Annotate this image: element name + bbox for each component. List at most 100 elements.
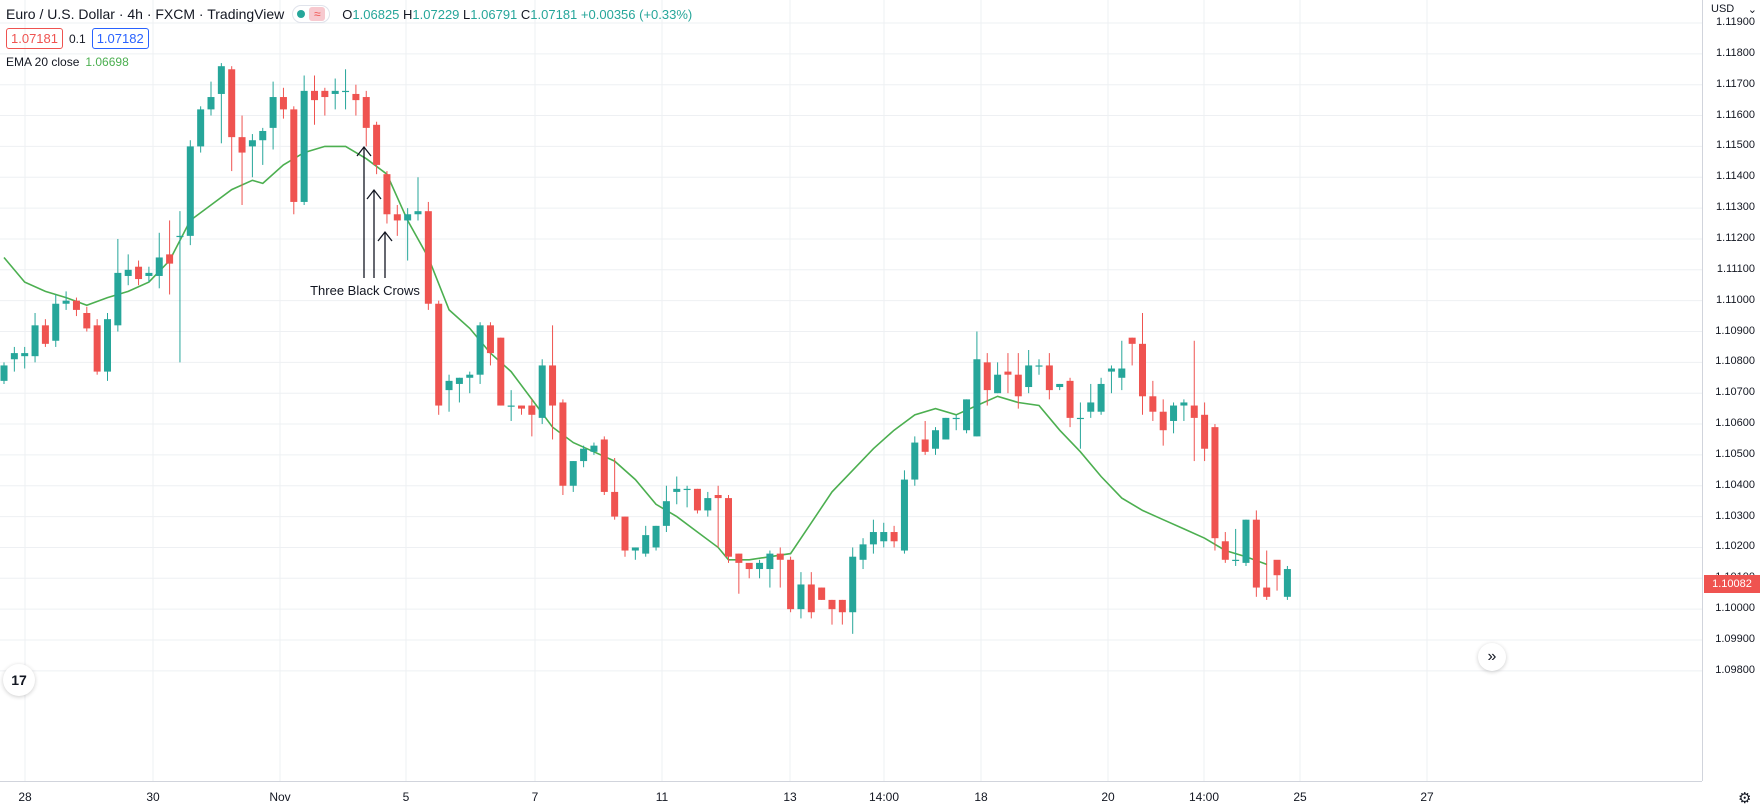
candle: [683, 485, 691, 508]
wave-icon: ≈: [309, 7, 326, 21]
scroll-to-realtime-button[interactable]: »: [1478, 643, 1506, 671]
candle-body-up: [569, 461, 577, 486]
candle: [445, 374, 453, 412]
ohlc-change: +0.00356 (+0.33%): [580, 6, 693, 22]
candle-body-down: [41, 325, 49, 344]
ema-20-line: [3, 145, 1267, 566]
candle: [590, 442, 598, 455]
candle-body-down: [486, 325, 494, 354]
price-tick-label: 1.10400: [1715, 478, 1755, 491]
time-tick-label: 27: [1420, 790, 1434, 804]
candle: [41, 319, 49, 347]
candle-body-up: [104, 319, 111, 372]
candle: [693, 488, 701, 514]
sell-price-button[interactable]: 1.07181: [6, 28, 63, 49]
candle: [135, 260, 143, 286]
candle-body-up: [455, 377, 463, 384]
candle-body-down: [787, 559, 795, 610]
candle-body-up: [114, 272, 122, 326]
price-tick-label: 1.11900: [1716, 16, 1755, 28]
candle-body-up: [900, 479, 908, 551]
candle: [228, 66, 236, 172]
symbol-title[interactable]: Euro / U.S. Dollar · 4h · FXCM · Trading…: [6, 6, 285, 22]
annotation-arrow-head: [356, 145, 372, 157]
candle: [466, 371, 474, 394]
candle-body-up: [197, 109, 205, 147]
chart-header: Euro / U.S. Dollar · 4h · FXCM · Trading…: [6, 5, 692, 23]
candle: [1159, 399, 1167, 446]
tradingview-logo-icon[interactable]: 17: [3, 664, 35, 696]
candle: [569, 461, 577, 492]
price-tick-label: 1.11300: [1716, 201, 1755, 214]
candle: [0, 362, 8, 384]
ohlc-readout: O1.06825 H1.07229 L1.06791 C1.07181 +0.0…: [342, 7, 692, 22]
indicator-name: EMA 20 close: [6, 55, 80, 69]
candle-body-up: [932, 430, 939, 449]
candle-body-up: [994, 374, 1002, 394]
chart-plot[interactable]: Three Black Crows: [0, 0, 1702, 781]
candle: [600, 436, 608, 496]
candle-body-up: [259, 130, 267, 141]
candle-body-down: [1221, 541, 1229, 560]
candle: [1252, 510, 1260, 597]
time-scale[interactable]: 28 30 Nov 5 7 11 13 14:00 18 20 14:00 25 27: [0, 781, 1702, 812]
price-tick-label: 1.11600: [1716, 108, 1755, 121]
candle: [1107, 365, 1115, 394]
candle: [311, 75, 318, 125]
time-tick-label: 30: [146, 790, 160, 804]
chart-area[interactable]: Three Black Crows Euro / U.S. Dollar · 4…: [0, 0, 1702, 781]
candle: [932, 427, 939, 455]
candle: [1211, 424, 1219, 551]
candle-body-down: [311, 90, 318, 101]
candle: [321, 87, 329, 116]
candle-body-down: [1252, 519, 1260, 588]
candle-body-down: [290, 109, 298, 202]
buy-price-button[interactable]: 1.07182: [91, 28, 149, 49]
market-open-dot-icon: [297, 10, 306, 18]
current-price-label: 1.10082: [1704, 574, 1760, 593]
indicator-value: 1.06698: [85, 55, 129, 69]
candle: [1097, 377, 1105, 415]
candle: [528, 399, 536, 437]
candle-body-down: [1159, 411, 1167, 431]
time-tick-label: Nov: [269, 790, 291, 804]
candle-body-up: [404, 214, 412, 221]
candle-body-down: [621, 516, 629, 551]
candle: [1283, 565, 1291, 600]
candle: [1221, 532, 1229, 563]
candle: [994, 362, 1002, 394]
price-tick-label: 1.10500: [1715, 447, 1755, 460]
candle: [1149, 380, 1157, 421]
candle: [642, 525, 650, 557]
candle: [259, 127, 267, 165]
candle-body-up: [300, 90, 308, 202]
candle-body-up: [859, 544, 867, 560]
candle-body-up: [1180, 402, 1188, 406]
candle: [1201, 402, 1209, 462]
candle: [1273, 559, 1281, 591]
price-tick-label: 1.11400: [1716, 170, 1755, 183]
candle: [31, 312, 39, 363]
price-tick-label: 1.10000: [1715, 602, 1755, 615]
candle: [486, 322, 494, 366]
candle: [807, 572, 815, 619]
price-tick-label: 1.10700: [1715, 386, 1755, 399]
candle-body-down: [135, 266, 143, 280]
candle-body-up: [0, 365, 8, 381]
time-tick-label: 13: [783, 790, 797, 804]
candle: [1014, 353, 1022, 409]
spread-value: 0.1: [69, 31, 86, 46]
candle: [1190, 340, 1198, 462]
gear-icon[interactable]: ⚙: [1738, 790, 1752, 807]
time-tick-label: 28: [18, 790, 32, 804]
candle-body-down: [807, 584, 815, 613]
price-scale[interactable]: USD ⌄ 1.098001.099001.100001.101001.1020…: [1702, 0, 1760, 781]
candle-body-up: [1242, 519, 1250, 563]
candle-body-down: [1263, 587, 1271, 597]
candle: [942, 417, 950, 440]
candle-body-down: [1139, 343, 1146, 397]
market-status-pill[interactable]: ≈: [292, 5, 331, 23]
candle: [124, 254, 132, 286]
chevron-down-icon[interactable]: ⌄: [1747, 4, 1757, 16]
indicator-legend[interactable]: EMA 20 close 1.06698: [6, 55, 129, 69]
